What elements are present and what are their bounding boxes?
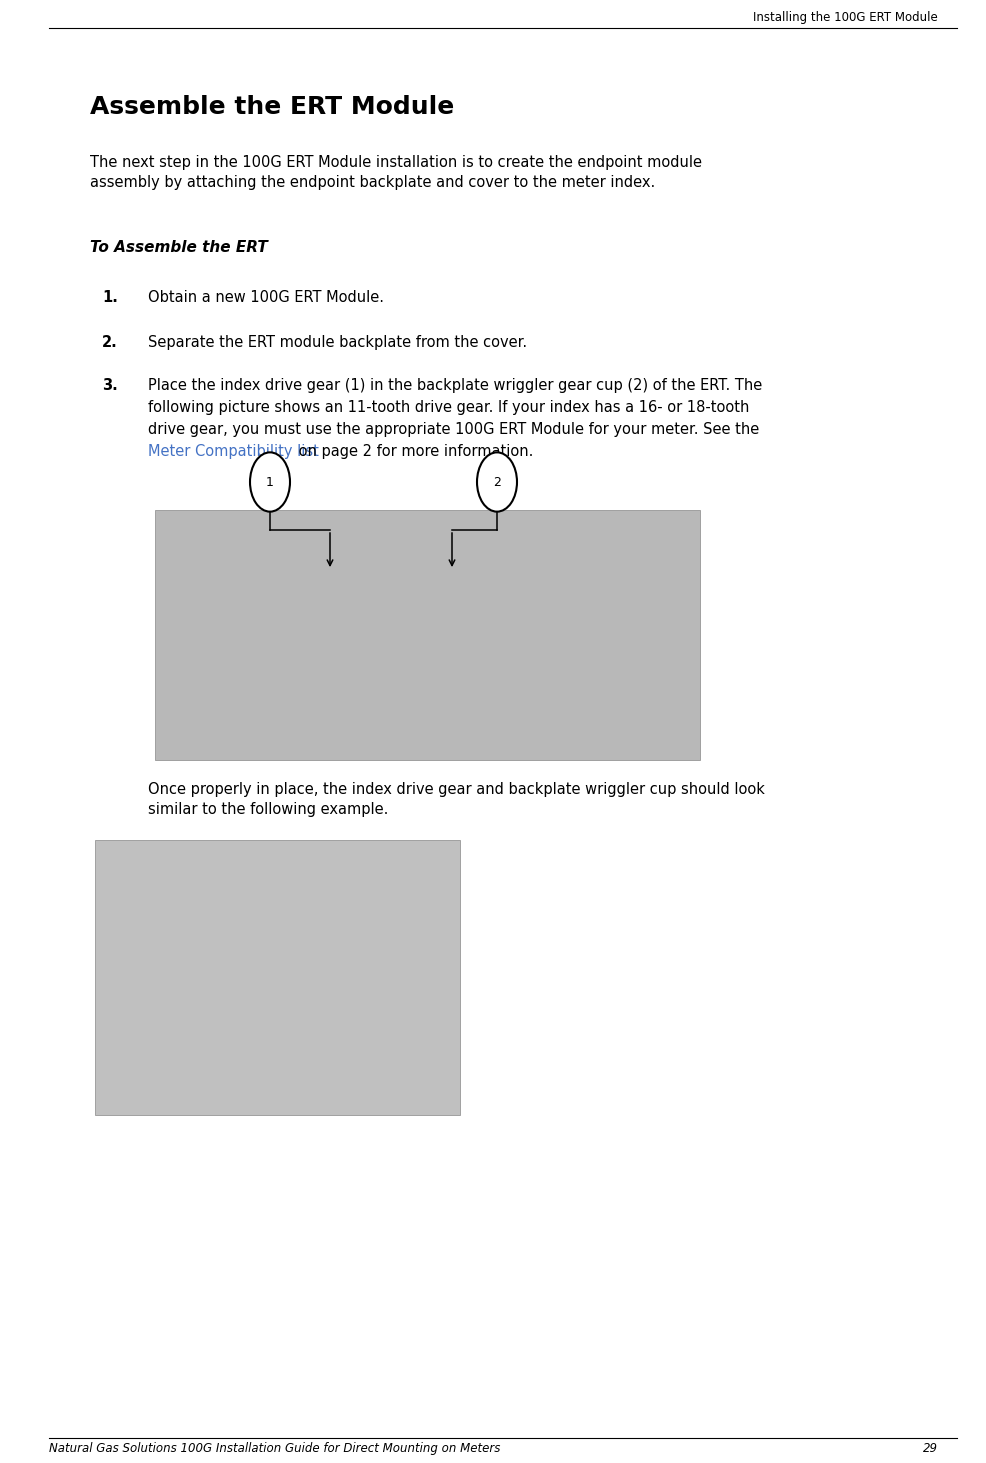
Text: drive gear, you must use the appropriate 100G ERT Module for your meter. See the: drive gear, you must use the appropriate…	[148, 421, 758, 437]
Text: The next step in the 100G ERT Module installation is to create the endpoint modu: The next step in the 100G ERT Module ins…	[90, 155, 701, 190]
Text: Once properly in place, the index drive gear and backplate wriggler cup should l: Once properly in place, the index drive …	[148, 783, 764, 818]
Bar	[155, 511, 699, 759]
Text: Place the index drive gear (1) in the backplate wriggler gear cup (2) of the ERT: Place the index drive gear (1) in the ba…	[148, 377, 761, 394]
Text: 1: 1	[266, 475, 274, 489]
Text: Obtain a new 100G ERT Module.: Obtain a new 100G ERT Module.	[148, 290, 384, 304]
Text: following picture shows an 11-tooth drive gear. If your index has a 16- or 18-to: following picture shows an 11-tooth driv…	[148, 399, 748, 415]
Circle shape	[249, 452, 290, 512]
Text: To Assemble the ERT: To Assemble the ERT	[90, 240, 267, 255]
Bar	[95, 840, 459, 1115]
Text: Natural Gas Solutions 100G Installation Guide for Direct Mounting on Meters: Natural Gas Solutions 100G Installation …	[49, 1443, 500, 1456]
Circle shape	[476, 452, 517, 512]
Text: Separate the ERT module backplate from the cover.: Separate the ERT module backplate from t…	[148, 335, 527, 350]
Text: 29: 29	[922, 1443, 937, 1456]
Text: on page 2 for more information.: on page 2 for more information.	[294, 443, 533, 459]
Text: Installing the 100G ERT Module: Installing the 100G ERT Module	[752, 10, 937, 23]
Text: 2.: 2.	[103, 335, 118, 350]
Text: Assemble the ERT Module: Assemble the ERT Module	[90, 95, 454, 119]
Text: 3.: 3.	[103, 377, 118, 394]
Text: Meter Compatibility list: Meter Compatibility list	[148, 443, 318, 459]
Text: 1.: 1.	[102, 290, 118, 304]
Text: 2: 2	[493, 475, 501, 489]
